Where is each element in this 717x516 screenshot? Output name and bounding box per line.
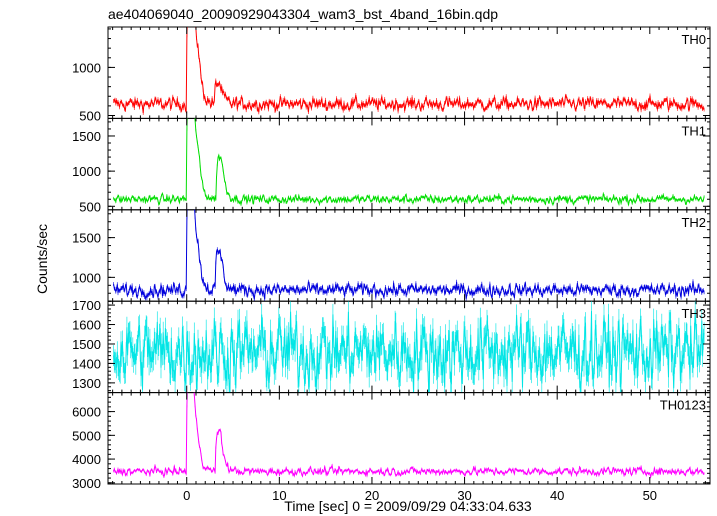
y-tick-label: 1400: [72, 356, 101, 371]
x-tick-label: 30: [457, 488, 471, 503]
panel-th0123: 3000 4000 5000 6000 TH0123: [72, 392, 711, 491]
series-line: [113, 27, 705, 114]
y-tick-label: 500: [79, 199, 101, 214]
series-th3: [113, 301, 705, 393]
x-tick-label: 50: [643, 488, 657, 503]
y-tick-label: 4000: [72, 452, 101, 467]
x-tick-label: 10: [272, 488, 286, 503]
y-tick-label: 3000: [72, 476, 101, 491]
series-line: [113, 118, 705, 207]
panel-th1: 500 1000 1500 TH1: [72, 117, 711, 214]
y-tick-label: 1000: [72, 270, 101, 285]
panel-label: TH1: [681, 123, 706, 138]
series-th0123: [113, 392, 705, 479]
y-tick-label: 6000: [72, 405, 101, 420]
y-tick-label: 1300: [72, 376, 101, 391]
panel-label: TH3: [681, 306, 706, 321]
y-tick-label: 1000: [72, 164, 101, 179]
y-tick-label: 1500: [72, 337, 101, 352]
panel-th3: 1300 1400 1500 1600 1700 TH3: [72, 298, 711, 394]
series-line: [113, 310, 705, 393]
series-th2: [113, 209, 705, 302]
panel-th2: 1000 1500 TH2: [72, 209, 711, 302]
y-tick-label: 1500: [72, 231, 101, 246]
x-tick-label: 20: [365, 488, 379, 503]
x-tick-label: 40: [550, 488, 564, 503]
y-axis-label: Counts/sec: [34, 224, 50, 294]
error-bars: [113, 118, 705, 207]
series-line: [113, 392, 705, 479]
y-tick-label: 1000: [72, 60, 101, 75]
chart-title: ae404069040_20090929043304_wam3_bst_4ban…: [108, 6, 498, 22]
panel-label: TH0: [681, 32, 706, 47]
error-bars: [113, 215, 705, 302]
panel-frame: [107, 209, 711, 302]
x-axis-label: Time [sec] 0 = 2009/09/29 04:33:04.633: [284, 498, 532, 514]
x-tick-label: 0: [183, 488, 190, 503]
y-tick-label: 500: [79, 109, 101, 124]
series-line: [113, 209, 705, 300]
series-th0: [113, 27, 705, 115]
y-tick-label: 5000: [72, 428, 101, 443]
series-th1: [113, 118, 705, 207]
y-tick-label: 1500: [72, 129, 101, 144]
panel-label: TH2: [681, 215, 706, 230]
panel-label: TH0123: [660, 398, 706, 413]
y-tick-label: 1700: [72, 298, 101, 313]
panel-frame: [107, 117, 711, 211]
y-tick-label: 1600: [72, 318, 101, 333]
